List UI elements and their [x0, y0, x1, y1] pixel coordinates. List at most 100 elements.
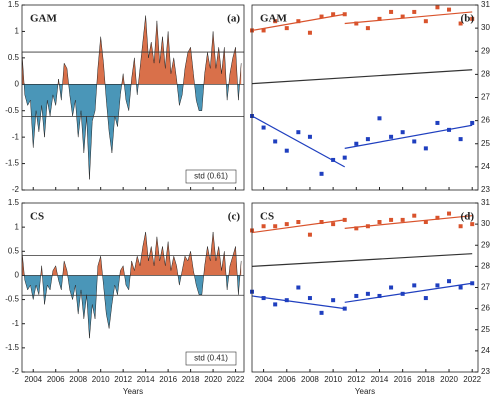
- x-tick-label: 2020: [204, 375, 222, 384]
- point: [284, 222, 289, 227]
- point: [447, 7, 452, 12]
- point: [354, 293, 359, 298]
- point: [284, 298, 289, 303]
- positive-area: [22, 15, 242, 85]
- point: [389, 9, 394, 14]
- y-tick-label: 1: [15, 222, 20, 231]
- y-tick-label: 0: [15, 79, 20, 88]
- point: [331, 298, 336, 303]
- point: [307, 232, 312, 237]
- trend-line: [251, 115, 346, 168]
- y-tick-label: 27: [481, 283, 490, 292]
- point: [435, 5, 440, 10]
- point: [296, 130, 301, 135]
- y-tick-label: -1: [12, 319, 20, 328]
- point: [307, 134, 312, 139]
- frame: [251, 4, 479, 191]
- x-tick-label: 2016: [159, 375, 177, 384]
- point: [342, 12, 347, 17]
- point: [261, 224, 266, 229]
- point: [261, 28, 266, 33]
- point: [458, 21, 463, 26]
- frame: [21, 4, 245, 191]
- point: [400, 291, 405, 296]
- point: [423, 146, 428, 151]
- x-tick-label: 2006: [47, 375, 65, 384]
- y-tick-label: 23: [481, 185, 490, 194]
- x-tick-label: 2022: [227, 375, 245, 384]
- point: [458, 224, 463, 229]
- x-tick-label: 2020: [440, 375, 458, 384]
- point: [423, 220, 428, 225]
- point: [400, 14, 405, 19]
- point: [296, 19, 301, 24]
- point: [377, 16, 382, 21]
- y-tick-label: -2: [12, 185, 20, 194]
- y-tick-label: 0.5: [8, 246, 20, 255]
- point: [296, 285, 301, 290]
- point: [412, 283, 417, 288]
- panel-name: GAM: [260, 13, 288, 25]
- y-tick-label: 29: [481, 46, 490, 55]
- frame: [21, 202, 245, 373]
- y-tick-label: 1.5: [8, 0, 20, 9]
- y-tick-label: -0.5: [5, 106, 19, 115]
- panel-label: (b): [461, 13, 475, 25]
- point: [377, 116, 382, 121]
- point: [319, 14, 324, 19]
- point: [470, 281, 475, 286]
- x-tick-label: 2004: [24, 375, 42, 384]
- trend-line: [251, 219, 345, 234]
- point: [273, 302, 278, 307]
- x-axis-label: Years: [123, 387, 143, 396]
- y-tick-label: 26: [481, 116, 490, 125]
- y-tick-label: 28: [481, 69, 490, 78]
- negative-area: [22, 275, 242, 339]
- point: [412, 9, 417, 14]
- panel-label: (c): [228, 211, 241, 223]
- point: [261, 125, 266, 130]
- panel: 23 24 25 26 27 28 29 30 31 GAM (b): [250, 0, 490, 194]
- point: [284, 26, 289, 31]
- trend-line: [344, 124, 473, 149]
- y-tick-label: 0: [15, 271, 20, 280]
- panel: -2 -1.5 -1 -0.5 0 0.5 1 1.5 2004 2006 2008 2010 2012…: [5, 198, 245, 396]
- point: [423, 19, 428, 24]
- point: [389, 134, 394, 139]
- point: [435, 215, 440, 220]
- y-tick-label: 30: [481, 219, 490, 228]
- point: [307, 30, 312, 35]
- point: [365, 291, 370, 296]
- y-tick-label: 30: [481, 23, 490, 32]
- point: [342, 155, 347, 160]
- point: [400, 217, 405, 222]
- x-tick-label: 2016: [394, 375, 412, 384]
- y-tick-label: 1.5: [8, 198, 20, 207]
- point: [273, 139, 278, 144]
- x-tick-label: 2010: [324, 375, 342, 384]
- point: [331, 222, 336, 227]
- y-tick-label: 25: [481, 325, 490, 334]
- point: [354, 21, 359, 26]
- point: [319, 310, 324, 315]
- point: [377, 293, 382, 298]
- point: [365, 26, 370, 31]
- trend-line: [251, 69, 473, 85]
- trend-line: [251, 253, 473, 267]
- y-tick-label: 31: [481, 198, 490, 207]
- y-tick-label: 0.5: [8, 53, 20, 62]
- y-tick-label: 23: [481, 367, 490, 376]
- point: [354, 226, 359, 231]
- point: [447, 211, 452, 216]
- x-tick-label: 2012: [114, 375, 132, 384]
- x-tick-label: 2014: [371, 375, 389, 384]
- y-tick-label: -1.5: [5, 159, 19, 168]
- point: [423, 296, 428, 301]
- point: [470, 120, 475, 125]
- point: [319, 220, 324, 225]
- point: [284, 148, 289, 153]
- y-tick-label: -1: [12, 132, 20, 141]
- panel-name: CS: [260, 211, 274, 223]
- point: [331, 157, 336, 162]
- y-tick-label: 24: [481, 162, 490, 171]
